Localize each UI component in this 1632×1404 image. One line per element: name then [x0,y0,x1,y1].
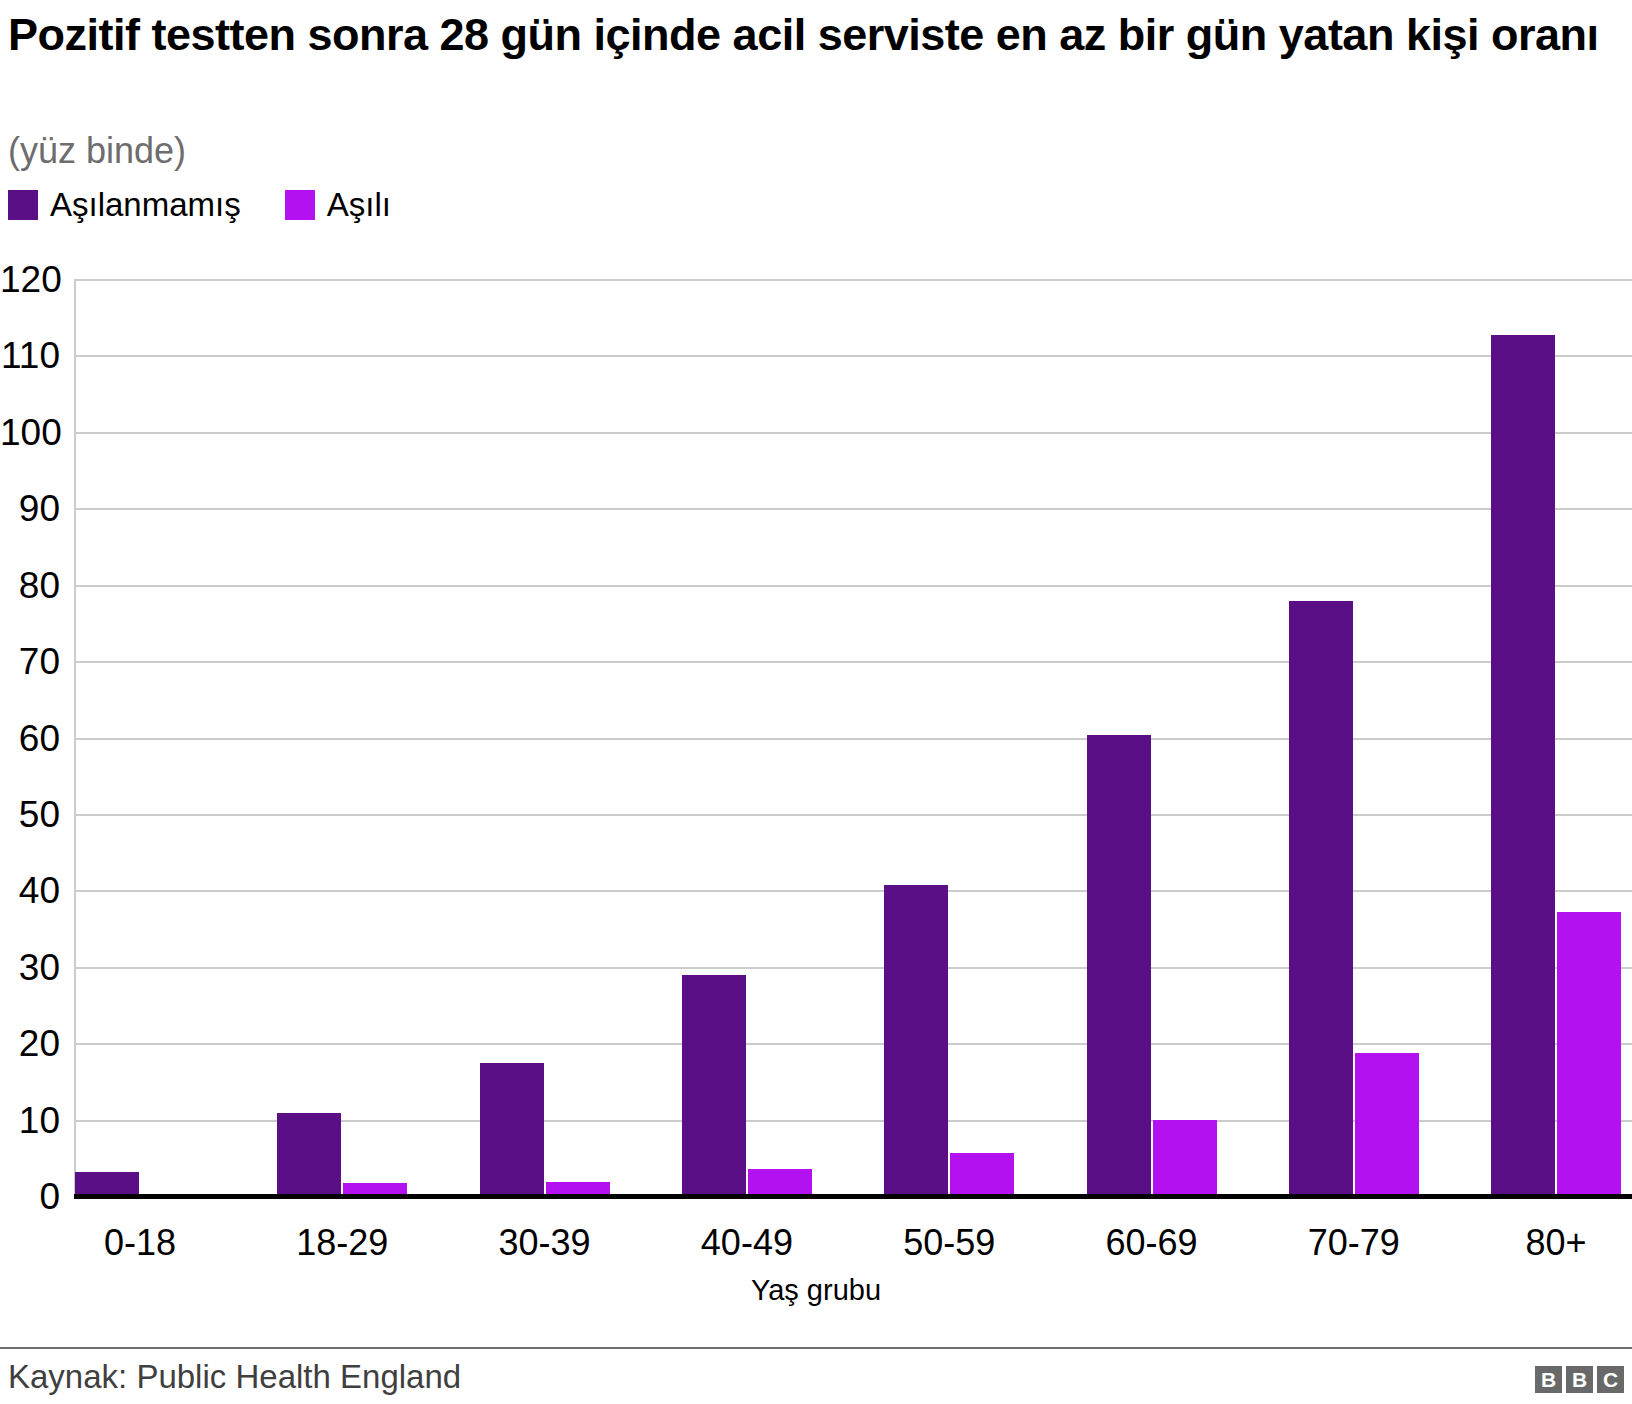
source-text: Kaynak: Public Health England [8,1358,461,1396]
legend-label-vaccinated: Aşılı [327,186,391,224]
bar-vaccinated [950,1153,1014,1197]
gridline [74,279,1632,281]
y-axis-tick-label: 10 [0,1101,60,1141]
legend: Aşılanmamış Aşılı [8,186,391,224]
x-axis-tick-labels: 0-1818-2930-3940-4950-5960-6970-7980+ [74,1222,1632,1268]
y-axis-tick-label: 60 [0,719,60,759]
bar-vaccinated [1355,1053,1419,1197]
bar-unvaccinated [277,1113,341,1197]
x-axis-tick-label: 18-29 [242,1222,442,1264]
bar-group-60-69 [1087,735,1217,1197]
legend-item-vaccinated: Aşılı [285,186,391,224]
y-axis-tick-label: 100 [0,413,60,453]
y-axis-tick-label: 0 [0,1177,60,1217]
footer-divider [0,1347,1632,1349]
bar-vaccinated [1557,912,1621,1197]
bar-unvaccinated [1087,735,1151,1197]
gridline [74,508,1632,510]
bbc-logo-block: C [1597,1366,1624,1393]
bar-vaccinated [748,1169,812,1197]
y-axis-tick-label: 90 [0,489,60,529]
legend-label-unvaccinated: Aşılanmamış [50,186,241,224]
bbc-logo: B B C [1535,1366,1624,1393]
gridline [74,432,1632,434]
y-axis-tick-labels: 0 10 20 30 40 50 60 70 80 90 100 110 120 [0,0,60,1404]
y-axis-tick-label: 110 [0,336,60,376]
bar-group-70-79 [1289,601,1419,1197]
bar-unvaccinated [884,885,948,1197]
bbc-logo-block: B [1566,1366,1593,1393]
chart-figure: Pozitif testten sonra 28 gün içinde acil… [0,0,1632,1404]
y-axis-tick-label: 30 [0,948,60,988]
y-axis-tick-label: 20 [0,1024,60,1064]
legend-swatch-vaccinated [285,190,315,220]
x-axis-tick-label: 50-59 [849,1222,1049,1264]
x-axis-tick-label: 70-79 [1254,1222,1454,1264]
x-axis-tick-label: 40-49 [647,1222,847,1264]
bar-group-30-39 [480,1063,610,1197]
x-axis-tick-label: 60-69 [1052,1222,1252,1264]
x-axis-line [74,1194,1632,1199]
bar-vaccinated [1153,1120,1217,1197]
bar-group-80+ [1491,335,1621,1197]
plot-area [74,280,1632,1197]
bar-group-50-59 [884,885,1014,1197]
y-axis-tick-label: 120 [0,260,60,300]
y-axis-tick-label: 40 [0,871,60,911]
bar-unvaccinated [1491,335,1555,1197]
bar-unvaccinated [1289,601,1353,1197]
x-axis-tick-label: 0-18 [40,1222,240,1264]
chart-title: Pozitif testten sonra 28 gün içinde acil… [8,6,1628,64]
y-axis-tick-label: 70 [0,642,60,682]
y-axis-tick-label: 50 [0,795,60,835]
bar-group-18-29 [277,1113,407,1197]
bbc-logo-block: B [1535,1366,1562,1393]
gridline [74,355,1632,357]
bar-group-40-49 [682,975,812,1197]
y-axis-tick-label: 80 [0,566,60,606]
bar-unvaccinated [682,975,746,1197]
x-axis-tick-label: 80+ [1456,1222,1632,1264]
x-axis-tick-label: 30-39 [445,1222,645,1264]
x-axis-title: Yaş grubu [0,1274,1632,1307]
gridline [74,585,1632,587]
bar-unvaccinated [480,1063,544,1197]
